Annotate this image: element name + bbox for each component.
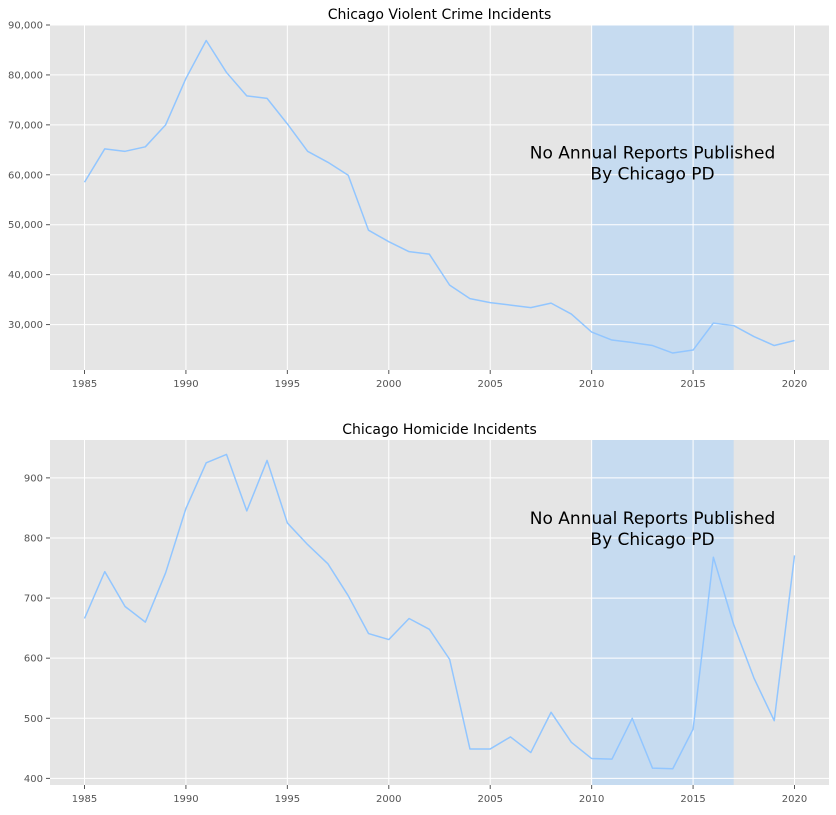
series-line — [83, 453, 796, 770]
y-tick-label: 700 — [24, 594, 43, 605]
shaded-region — [591, 440, 734, 785]
shaded-region — [591, 25, 734, 370]
annotation-text: No Annual Reports Published — [530, 143, 775, 163]
x-tick-label: 1990 — [173, 794, 198, 805]
x-tick-label: 1985 — [72, 794, 97, 805]
x-tick-label: 1995 — [275, 379, 300, 390]
y-tick-label: 90,000 — [8, 21, 43, 32]
x-tick-label: 2005 — [477, 379, 502, 390]
x-tick-label: 2010 — [579, 794, 604, 805]
y-tick-label: 400 — [24, 774, 43, 785]
annotation-text: By Chicago PD — [590, 530, 714, 550]
x-tick-label: 2005 — [477, 794, 502, 805]
chart-title: Chicago Homicide Incidents — [342, 422, 537, 438]
y-tick-label: 30,000 — [8, 320, 43, 331]
x-tick-label: 2015 — [680, 379, 705, 390]
series-line — [83, 39, 795, 354]
y-tick-label: 900 — [24, 473, 43, 484]
x-tick-label: 2020 — [782, 794, 807, 805]
y-tick-label: 600 — [24, 654, 43, 665]
annotation-text: No Annual Reports Published — [530, 509, 775, 529]
chart-panel-1: 1985 1990 1995 2000 2005 2010 2015 2020 400 500 60… — [24, 422, 829, 805]
x-tick-label: 1995 — [275, 794, 300, 805]
y-tick-label: 60,000 — [8, 170, 43, 181]
y-tick-label: 500 — [24, 714, 43, 725]
y-tick-label: 800 — [24, 533, 43, 544]
y-tick-label: 80,000 — [8, 70, 43, 81]
y-tick-label: 40,000 — [8, 270, 43, 281]
x-tick-label: 2000 — [376, 794, 401, 805]
chart-title: Chicago Violent Crime Incidents — [328, 7, 552, 23]
y-tick-label: 50,000 — [8, 220, 43, 231]
x-tick-label: 1985 — [72, 379, 97, 390]
y-tick-label: 70,000 — [8, 120, 43, 131]
chart-panel-0: 1985 1990 1995 2000 2005 2010 2015 2020 30,000 40… — [8, 7, 829, 390]
x-tick-label: 2015 — [680, 794, 705, 805]
x-tick-label: 2000 — [376, 379, 401, 390]
x-tick-label: 2020 — [782, 379, 807, 390]
x-tick-label: 2010 — [579, 379, 604, 390]
annotation-text: By Chicago PD — [590, 164, 714, 184]
x-tick-label: 1990 — [173, 379, 198, 390]
